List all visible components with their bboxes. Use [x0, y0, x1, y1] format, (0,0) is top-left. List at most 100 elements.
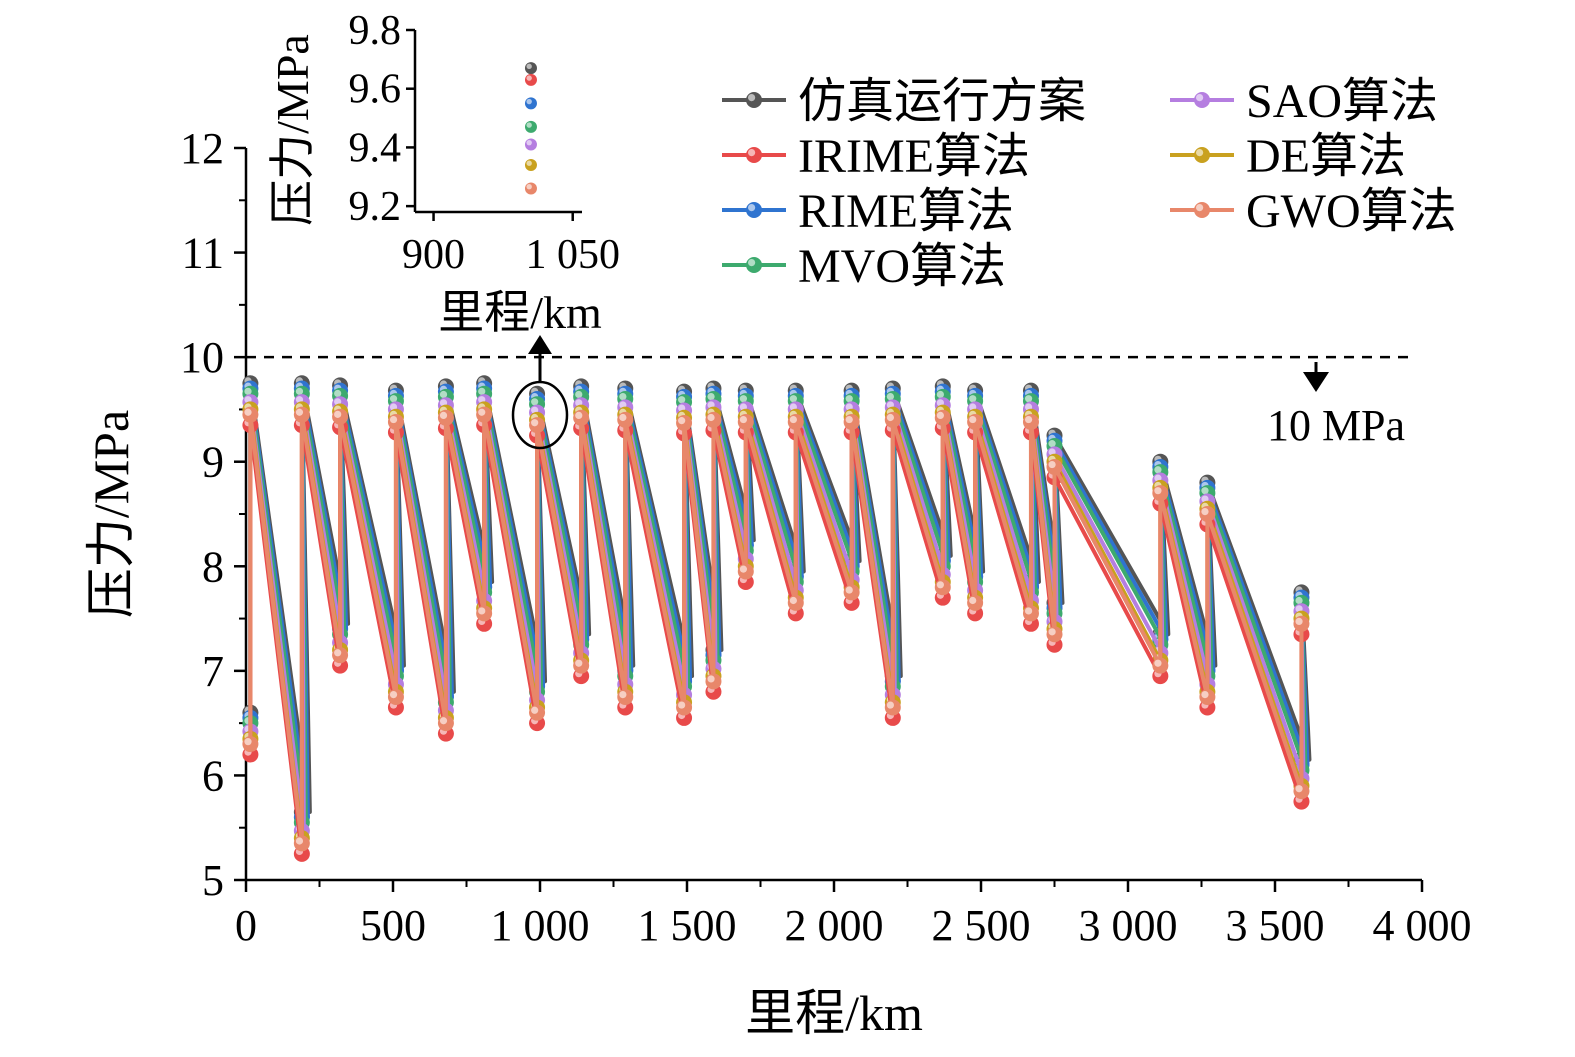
data-point-highlight	[334, 649, 342, 657]
data-point	[476, 406, 493, 423]
inset-data-point	[524, 138, 537, 151]
x-tick-label: 4 000	[1373, 901, 1472, 950]
data-point-highlight	[1048, 440, 1056, 448]
inset-data-point	[524, 159, 537, 172]
data-point-highlight	[707, 675, 715, 683]
data-point-highlight	[678, 396, 686, 404]
inset-data-point	[524, 73, 537, 86]
data-point	[1046, 626, 1063, 643]
data-point	[967, 594, 984, 611]
data-point-highlight	[1295, 785, 1303, 793]
data-point-highlight	[295, 387, 304, 395]
legend-marker	[746, 202, 762, 218]
legend-label: IRIME算法	[798, 130, 1030, 183]
data-point	[437, 409, 454, 426]
data-point	[293, 835, 310, 852]
data-point-highlight	[936, 390, 944, 399]
legend-item: SAO算法	[1170, 75, 1438, 128]
legend-label: SAO算法	[1246, 75, 1438, 128]
data-point-highlight	[1024, 607, 1033, 615]
data-point	[1293, 615, 1310, 632]
y-tick-label: 12	[180, 124, 224, 173]
x-axis-title: 里程/km	[745, 985, 923, 1041]
legend-label: 仿真运行方案	[798, 75, 1086, 128]
inset-data-point	[524, 62, 537, 75]
data-point-highlight	[389, 415, 398, 424]
x-tick-label: 1 000	[491, 901, 590, 950]
y-tick-label: 8	[202, 542, 224, 591]
legend-marker-highlight	[1196, 149, 1204, 157]
data-point	[787, 413, 804, 430]
data-point	[242, 736, 259, 753]
main-plot: 0 500 1 000 1 500 2 000 2 500 3 000 3 500 4 000 5…	[83, 124, 1472, 1041]
legend-item: DE算法	[1170, 130, 1406, 183]
data-point	[617, 689, 634, 705]
data-point-highlight	[1201, 508, 1209, 516]
data-point-highlight	[707, 392, 715, 401]
data-point-highlight	[619, 392, 627, 401]
data-point-highlight	[439, 390, 448, 399]
data-point-highlight	[334, 389, 342, 398]
data-point	[1152, 657, 1169, 674]
legend-marker	[746, 257, 762, 273]
data-point	[1199, 506, 1216, 522]
inset-x-title: 里程/km	[438, 287, 602, 338]
x-tick-label: 500	[360, 901, 426, 950]
legend-marker-highlight	[1196, 204, 1204, 212]
data-point-highlight	[531, 398, 539, 406]
legend-marker	[1194, 147, 1210, 163]
inset-data-point	[524, 120, 537, 133]
data-point-highlight	[707, 413, 715, 422]
data-point-highlight	[739, 415, 748, 424]
series-line	[248, 412, 1304, 846]
data-point	[1152, 485, 1169, 502]
data-point	[705, 411, 722, 428]
data-point	[676, 415, 693, 432]
data-point-highlight	[936, 581, 944, 589]
data-point-highlight	[789, 395, 797, 403]
data-point-highlight	[478, 408, 486, 416]
data-point	[787, 594, 804, 611]
data-point-highlight	[1154, 466, 1162, 474]
data-point-highlight	[886, 701, 895, 709]
data-point-highlight	[619, 691, 627, 699]
data-point	[617, 411, 634, 428]
data-point-highlight	[575, 659, 583, 667]
data-point-highlight	[439, 411, 448, 419]
legend-marker-highlight	[748, 94, 756, 102]
legend-marker	[1194, 202, 1210, 218]
data-point	[884, 411, 901, 428]
data-point	[437, 715, 454, 732]
y-axis-title: 压力/MPa	[83, 410, 139, 618]
data-point-highlight	[845, 586, 853, 594]
data-point	[529, 417, 546, 434]
legend-item: RIME算法	[722, 185, 1014, 238]
data-point-highlight	[244, 387, 252, 395]
legend-item: GWO算法	[1170, 185, 1457, 238]
data-point-highlight	[789, 415, 797, 424]
data-point-highlight	[244, 408, 252, 416]
data-point	[1022, 605, 1039, 622]
data-point-highlight	[295, 837, 304, 845]
data-point-highlight	[1048, 628, 1056, 636]
legend-marker-highlight	[748, 204, 756, 212]
data-point-highlight	[531, 706, 539, 714]
inset-data-point-highlight	[526, 98, 532, 105]
data-point-highlight	[1295, 596, 1303, 605]
data-point	[529, 704, 546, 721]
legend-label: MVO算法	[798, 240, 1006, 293]
data-point	[884, 699, 901, 716]
data-point-highlight	[575, 411, 583, 419]
inset-x-tick-label: 1 050	[525, 232, 620, 278]
data-point	[676, 699, 693, 716]
data-point-highlight	[478, 607, 486, 615]
x-tick-label: 3 000	[1079, 901, 1178, 950]
inset-data-point-highlight	[526, 63, 532, 70]
inset-data-point-highlight	[526, 139, 532, 146]
data-point	[737, 413, 754, 430]
data-point-highlight	[1024, 415, 1033, 424]
data-point-highlight	[1201, 691, 1209, 699]
data-point-highlight	[334, 410, 342, 418]
